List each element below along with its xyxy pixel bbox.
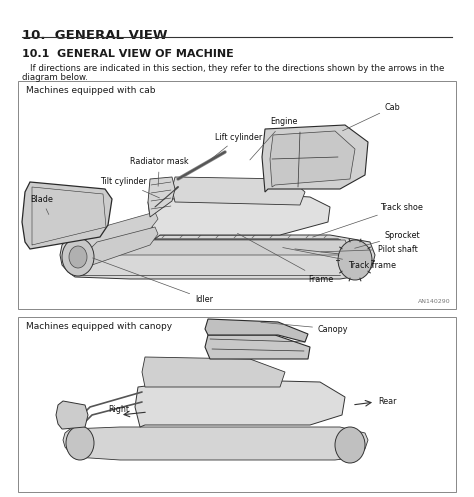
Text: Pilot shaft: Pilot shaft (321, 245, 418, 253)
Text: Right: Right (108, 405, 129, 414)
Text: Engine: Engine (250, 117, 297, 160)
Polygon shape (85, 212, 158, 252)
Text: Canopy: Canopy (261, 322, 348, 333)
Polygon shape (270, 131, 355, 187)
Bar (18, 317, 456, 492)
Text: Track shoe: Track shoe (313, 202, 423, 237)
Text: Machines equipped with cab: Machines equipped with cab (26, 86, 155, 95)
Polygon shape (87, 227, 158, 265)
Ellipse shape (62, 238, 94, 276)
Polygon shape (148, 177, 175, 217)
Polygon shape (205, 319, 308, 342)
Text: Rear: Rear (378, 398, 396, 407)
Polygon shape (142, 357, 285, 387)
Ellipse shape (335, 427, 365, 463)
Polygon shape (205, 335, 310, 359)
Text: Frame: Frame (237, 233, 333, 283)
Ellipse shape (338, 240, 372, 280)
Text: Machines equipped with canopy: Machines equipped with canopy (26, 322, 172, 331)
Text: Track frame: Track frame (283, 248, 396, 269)
Polygon shape (148, 192, 330, 239)
Text: 10.1  GENERAL VIEW OF MACHINE: 10.1 GENERAL VIEW OF MACHINE (22, 49, 234, 59)
Text: Sprocket: Sprocket (355, 231, 420, 248)
Polygon shape (172, 177, 305, 205)
Text: Cab: Cab (343, 102, 401, 131)
Text: AN140290: AN140290 (419, 299, 451, 304)
Ellipse shape (66, 426, 94, 460)
Polygon shape (262, 125, 368, 192)
Ellipse shape (69, 246, 87, 268)
Polygon shape (56, 401, 88, 429)
Polygon shape (63, 427, 368, 460)
Text: diagram below.: diagram below. (22, 73, 88, 82)
Text: Idler: Idler (92, 258, 213, 304)
Text: Blade: Blade (30, 194, 53, 215)
Text: If directions are indicated in this section, they refer to the directions shown : If directions are indicated in this sect… (30, 64, 444, 73)
Polygon shape (60, 235, 375, 279)
Bar (18, 81, 456, 309)
Polygon shape (135, 379, 345, 427)
Polygon shape (80, 240, 350, 255)
Text: Radiator mask: Radiator mask (130, 158, 189, 186)
Text: Lift cylinder: Lift cylinder (207, 133, 262, 162)
Polygon shape (22, 182, 112, 249)
Text: 10.  GENERAL VIEW: 10. GENERAL VIEW (22, 29, 167, 42)
Text: Tilt cylinder: Tilt cylinder (100, 177, 159, 198)
